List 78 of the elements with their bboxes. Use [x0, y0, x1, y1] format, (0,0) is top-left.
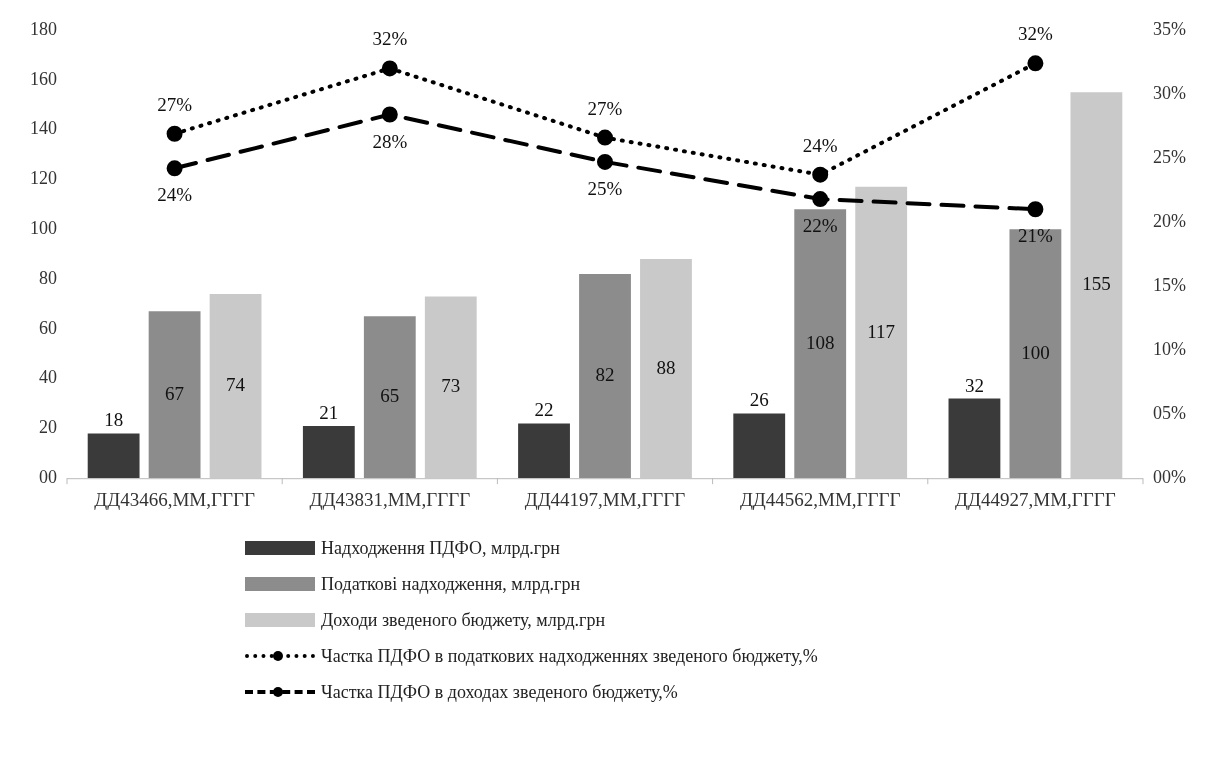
legend-label: Доходи зведеного бюджету, млрд.грн — [321, 609, 606, 631]
data-label: 155 — [1082, 273, 1111, 295]
y-tick-label: 160 — [30, 68, 57, 89]
data-label: 25% — [587, 177, 623, 199]
data-label: 108 — [805, 331, 835, 353]
y-tick-label: 120 — [30, 168, 57, 189]
x-tick-label: ДД44562,ММ,ГГГГ — [739, 488, 901, 510]
point — [381, 60, 398, 77]
y2-tick-label: 00% — [1153, 466, 1187, 487]
bar — [209, 293, 262, 479]
y-tick-label: 40 — [39, 367, 57, 388]
data-label: 27% — [587, 97, 623, 119]
bar — [794, 209, 847, 479]
data-label: 32 — [964, 374, 984, 396]
point — [812, 191, 829, 208]
data-label: 21% — [1017, 225, 1053, 247]
data-label: 26 — [749, 389, 769, 411]
data-label: 67 — [165, 382, 185, 404]
bar — [424, 296, 477, 479]
legend-label: Частка ПДФО в податкових надходженнях зведеного бюджету,% — [321, 645, 818, 667]
point — [1027, 55, 1044, 72]
legend-label: Податкові надходження, млрд.грн — [321, 573, 581, 595]
y2-tick-label: 15% — [1153, 274, 1187, 295]
data-label: 27% — [157, 93, 193, 115]
y2-tick-label: 05% — [1153, 402, 1187, 423]
data-label: 65 — [380, 385, 400, 407]
data-label: 28% — [372, 130, 408, 152]
bar — [1009, 229, 1062, 479]
y2-tick-label: 10% — [1153, 338, 1187, 359]
y-tick-label: 60 — [39, 317, 57, 338]
data-label: 18 — [104, 409, 124, 431]
y-tick-label: 140 — [30, 118, 57, 139]
data-label: 73 — [441, 375, 461, 397]
point — [812, 166, 829, 183]
y-tick-label: 80 — [39, 267, 57, 288]
bar — [579, 274, 631, 479]
bar — [855, 186, 908, 479]
x-tick-label: ДД43831,ММ,ГГГГ — [309, 488, 471, 510]
legend-label: Надходження ПДФО, млрд.грн — [321, 537, 560, 559]
point — [597, 153, 613, 170]
data-label: 32% — [1017, 23, 1053, 45]
y2-tick-label: 20% — [1153, 210, 1187, 231]
point — [597, 129, 613, 146]
x-tick-label: ДД44927,ММ,ГГГГ — [955, 488, 1116, 510]
data-label: 24% — [802, 134, 838, 156]
bar — [948, 398, 1001, 479]
point — [166, 160, 183, 177]
bar — [87, 433, 140, 479]
bar — [518, 423, 570, 479]
y-tick-label: 00 — [39, 466, 57, 487]
data-label: 32% — [372, 28, 408, 50]
data-label: 22% — [802, 215, 838, 237]
point — [166, 125, 183, 142]
x-tick-label: ДД43466,ММ,ГГГГ — [94, 488, 255, 510]
data-label: 88 — [656, 356, 676, 378]
bar — [640, 259, 692, 479]
y-tick-label: 20 — [39, 417, 57, 438]
bar — [1070, 92, 1123, 479]
x-tick-label: ДД44197,ММ,ГГГГ — [524, 488, 686, 510]
data-label: 117 — [867, 320, 896, 342]
bar — [148, 311, 201, 479]
data-label: 100 — [1021, 341, 1050, 363]
bar — [363, 316, 416, 479]
bar — [302, 425, 355, 479]
point — [1027, 201, 1044, 218]
data-label: 24% — [157, 184, 193, 206]
y2-tick-label: 30% — [1153, 82, 1187, 103]
data-label: 21 — [319, 401, 339, 423]
data-label: 82 — [595, 364, 615, 386]
bar — [733, 413, 786, 479]
y-tick-label: 180 — [30, 18, 57, 39]
data-label: 22 — [534, 399, 554, 421]
y2-tick-label: 25% — [1153, 146, 1187, 167]
point — [381, 106, 398, 123]
legend-label: Частка ПДФО в доходах зведеного бюджету,% — [321, 681, 678, 703]
data-label: 74 — [226, 374, 246, 396]
y2-tick-label: 35% — [1153, 18, 1187, 39]
y-tick-label: 100 — [30, 217, 57, 238]
